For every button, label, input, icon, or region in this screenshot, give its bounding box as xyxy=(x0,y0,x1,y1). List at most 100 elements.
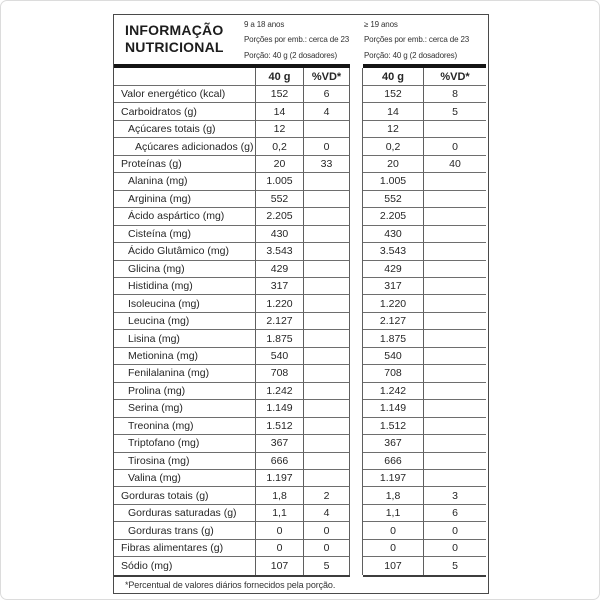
table-row: Tirosina (mg) 666 666 xyxy=(114,452,488,470)
row-label: Cisteína (mg) xyxy=(114,225,256,244)
table-row: Metionina (mg) 540 540 xyxy=(114,347,488,366)
amount-cell-group2: 14 xyxy=(363,103,424,121)
amount-cell-group1: 429 xyxy=(256,260,304,278)
dv-cell-group1 xyxy=(304,365,350,383)
amount-cell-group2: 12 xyxy=(363,120,424,139)
amount-cell-group1: 1.005 xyxy=(256,173,304,191)
table-row: Gorduras totais (g) 1,8 2 1,8 3 xyxy=(114,487,488,505)
dv-cell-group1: 6 xyxy=(304,86,350,104)
table-row: Açúcares totais (g) 12 12 xyxy=(114,120,488,139)
dv-cell-group1 xyxy=(304,277,350,296)
row-label: Fenilalanina (mg) xyxy=(114,365,256,383)
table-row: Triptofano (mg) 367 367 xyxy=(114,435,488,453)
row-label: Prolina (mg) xyxy=(114,382,256,401)
table-row: Treonina (mg) 1.512 1.512 xyxy=(114,417,488,436)
table-row: Sódio (mg) 107 5 107 5 xyxy=(114,557,488,575)
dv-cell-group1: 0 xyxy=(304,138,350,156)
amount-cell-group1: 540 xyxy=(256,347,304,366)
amount-cell-group2: 0,2 xyxy=(363,138,424,156)
dv-cell-group1 xyxy=(304,417,350,436)
table-row: Açúcares adicionados (g) 0,2 0 0,2 0 xyxy=(114,138,488,156)
amount-cell-group1: 152 xyxy=(256,86,304,104)
amount-cell-group2: 152 xyxy=(363,86,424,104)
row-label: Triptofano (mg) xyxy=(114,435,256,453)
dv-cell-group2 xyxy=(424,295,486,313)
divider-bar-left xyxy=(114,574,350,577)
row-label: Tirosina (mg) xyxy=(114,452,256,470)
row-label: Histidina (mg) xyxy=(114,277,256,296)
table-title-line2: NUTRICIONAL xyxy=(125,39,224,55)
divider-bar-right xyxy=(363,574,486,577)
row-label: Arginina (mg) xyxy=(114,190,256,209)
dv-cell-group1 xyxy=(304,190,350,209)
amount-cell-group1: 14 xyxy=(256,103,304,121)
servings-label: Porções por emb.: cerca de 23 xyxy=(364,34,470,44)
amount-cell-group2: 1.220 xyxy=(363,295,424,313)
dv-cell-group2 xyxy=(424,226,486,244)
row-label: Sódio (mg) xyxy=(114,557,256,575)
dv-cell-group1 xyxy=(304,312,350,331)
dv-cell-group1 xyxy=(304,225,350,244)
dv-cell-group1 xyxy=(304,347,350,366)
table-row: Alanina (mg) 1.005 1.005 xyxy=(114,173,488,191)
amount-cell-group1: 1.149 xyxy=(256,400,304,418)
dv-cell-group1 xyxy=(304,208,350,226)
amount-cell-group2: 2.205 xyxy=(363,208,424,226)
dv-cell-group2 xyxy=(424,365,486,383)
table-row: Isoleucina (mg) 1.220 1.220 xyxy=(114,295,488,313)
dv-cell-group1 xyxy=(304,435,350,453)
amount-cell-group2: 708 xyxy=(363,365,424,383)
table-header: INFORMAÇÃO NUTRICIONAL 9 a 18 anos Porçõ… xyxy=(114,15,488,64)
amount-cell-group1: 1.242 xyxy=(256,382,304,401)
servings-label: Porções por emb.: cerca de 23 xyxy=(244,34,350,44)
footer-divider xyxy=(114,574,488,577)
amount-cell-group1: 20 xyxy=(256,155,304,174)
dv-cell-group1 xyxy=(304,382,350,401)
dv-cell-group1 xyxy=(304,120,350,139)
dv-cell-group2: 40 xyxy=(424,156,486,174)
amount-cell-group1: 708 xyxy=(256,365,304,383)
amount-cell-group1: 430 xyxy=(256,225,304,244)
header-divider xyxy=(114,64,488,68)
dv-cell-group2 xyxy=(424,208,486,226)
amount-cell-group1: 0 xyxy=(256,522,304,540)
row-label: Metionina (mg) xyxy=(114,347,256,366)
dv-cell-group2 xyxy=(424,121,486,139)
amount-cell-group1: 552 xyxy=(256,190,304,209)
amount-cell-group1: 1.512 xyxy=(256,417,304,436)
amount-cell-group2: 429 xyxy=(363,260,424,278)
amount-cell-group1: 1.197 xyxy=(256,469,304,488)
table-row: Valor energético (kcal) 152 6 152 8 xyxy=(114,86,488,104)
dv-cell-group1: 4 xyxy=(304,504,350,523)
dv-cell-group2 xyxy=(424,173,486,191)
row-label: Lisina (mg) xyxy=(114,330,256,348)
amount-cell-group2: 20 xyxy=(363,155,424,174)
col-header-dv-1: %VD* xyxy=(304,68,350,86)
dv-cell-group2 xyxy=(424,278,486,296)
row-label: Açúcares totais (g) xyxy=(114,120,256,139)
table-row: Cisteína (mg) 430 430 xyxy=(114,225,488,244)
footnote: *Percentual de valores diários fornecido… xyxy=(125,579,336,590)
col-header-amount-2: 40 g xyxy=(363,68,424,86)
table-row: Fenilalanina (mg) 708 708 xyxy=(114,365,488,383)
amount-cell-group2: 3.543 xyxy=(363,243,424,261)
dv-cell-group2: 8 xyxy=(424,86,486,104)
row-label: Gorduras totais (g) xyxy=(114,487,256,505)
amount-cell-group2: 0 xyxy=(363,539,424,558)
dv-cell-group2: 0 xyxy=(424,138,486,156)
dv-cell-group2 xyxy=(424,453,486,470)
row-label: Isoleucina (mg) xyxy=(114,295,256,313)
age-range-label: 9 a 18 anos xyxy=(244,20,285,29)
column-header-row: 40 g %VD* 40 g %VD* xyxy=(114,68,488,86)
dv-cell-group2 xyxy=(424,191,486,209)
dv-cell-group1 xyxy=(304,260,350,278)
col-header-amount-1: 40 g xyxy=(256,68,304,86)
amount-cell-group2: 1,1 xyxy=(363,504,424,523)
amount-cell-group1: 1.220 xyxy=(256,295,304,313)
row-label: Alanina (mg) xyxy=(114,173,256,191)
amount-cell-group2: 1.242 xyxy=(363,382,424,401)
amount-cell-group1: 1.875 xyxy=(256,330,304,348)
dv-cell-group2 xyxy=(424,261,486,278)
table-title: INFORMAÇÃO NUTRICIONAL xyxy=(125,22,224,56)
